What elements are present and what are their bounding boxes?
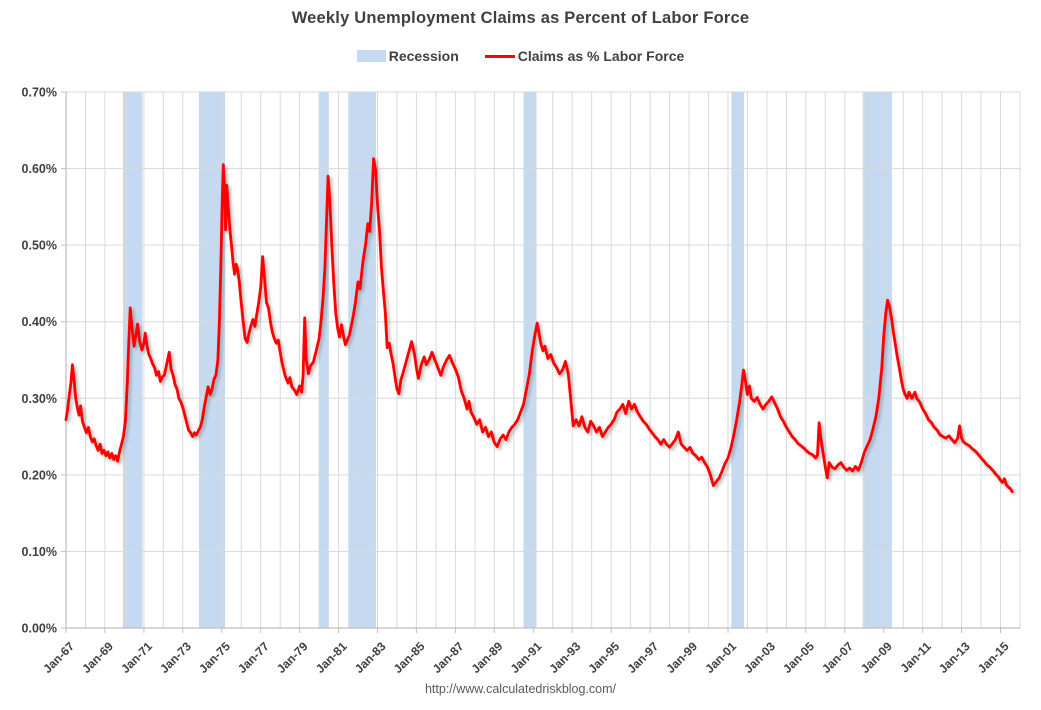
- claims-line: [64, 157, 1014, 494]
- x-tick-label: Jan-77: [235, 639, 272, 676]
- chart-title: Weekly Unemployment Claims as Percent of…: [291, 9, 750, 27]
- source-url: http://www.calculatedriskblog.com/: [424, 682, 617, 696]
- x-tick-label: Jan-67: [40, 639, 77, 676]
- chart-legend: Recession Claims as % Labor Force: [0, 48, 1041, 64]
- y-tick-label: 0.00%: [22, 622, 57, 636]
- x-tick-label: Jan-95: [585, 639, 622, 676]
- recession-band: [122, 92, 143, 628]
- x-tick-label: Jan-75: [196, 639, 233, 676]
- y-tick-label: 0.50%: [22, 239, 57, 253]
- y-tick-label: 0.60%: [22, 162, 57, 176]
- x-tick-label: Jan-89: [469, 639, 506, 676]
- x-tick-label: Jan-99: [663, 639, 700, 676]
- x-tick-label: Jan-05: [780, 639, 817, 676]
- x-tick-label: Jan-85: [391, 639, 428, 676]
- legend-item-recession: Recession: [356, 48, 459, 64]
- x-tick-label: Jan-07: [819, 639, 856, 676]
- y-tick-label: 0.20%: [22, 468, 57, 482]
- recession-band: [199, 92, 226, 628]
- recession-band: [731, 92, 745, 628]
- legend-item-claims: Claims as % Labor Force: [484, 48, 685, 64]
- x-tick-label: Jan-13: [936, 639, 973, 676]
- x-tick-label: Jan-09: [858, 639, 895, 676]
- x-tick-label: Jan-73: [157, 639, 194, 676]
- legend-label-claims: Claims as % Labor Force: [517, 48, 685, 64]
- legend-label-recession: Recession: [388, 48, 459, 64]
- x-tick-label: Jan-01: [702, 639, 739, 676]
- y-tick-label: 0.70%: [22, 86, 57, 100]
- y-tick-label: 0.10%: [22, 545, 57, 559]
- recession-swatch: [356, 50, 386, 62]
- x-tick-label: Jan-03: [741, 639, 778, 676]
- x-tick-label: Jan-11: [898, 639, 935, 676]
- x-tick-label: Jan-15: [975, 639, 1012, 676]
- recession-band: [862, 92, 892, 628]
- x-tick-label: Jan-87: [430, 639, 467, 676]
- claims-line-swatch: [484, 54, 515, 58]
- x-tick-label: Jan-91: [508, 639, 545, 676]
- x-tick-label: Jan-79: [274, 639, 311, 676]
- x-tick-label: Jan-83: [352, 639, 389, 676]
- x-tick-label: Jan-69: [79, 639, 116, 676]
- recession-band: [319, 92, 329, 628]
- y-tick-label: 0.30%: [22, 392, 57, 406]
- x-tick-label: Jan-93: [547, 639, 584, 676]
- x-tick-label: Jan-97: [624, 639, 661, 676]
- y-tick-label: 0.40%: [22, 315, 57, 329]
- x-tick-label: Jan-81: [313, 639, 350, 676]
- x-tick-label: Jan-71: [118, 639, 155, 676]
